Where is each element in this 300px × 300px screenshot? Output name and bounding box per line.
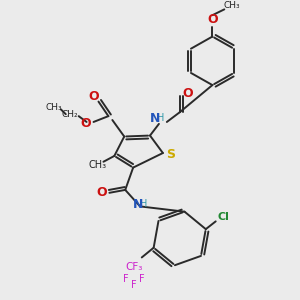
Text: F: F xyxy=(131,280,137,290)
Text: N: N xyxy=(133,198,143,211)
Text: O: O xyxy=(182,87,193,100)
Text: CF₃: CF₃ xyxy=(125,262,142,272)
Text: O: O xyxy=(80,117,91,130)
Text: Cl: Cl xyxy=(218,212,230,221)
Text: F: F xyxy=(123,274,129,284)
Text: CH₃: CH₃ xyxy=(46,103,62,112)
Text: O: O xyxy=(207,13,218,26)
Text: N: N xyxy=(150,112,160,124)
Text: F: F xyxy=(139,274,145,284)
Text: CH₃: CH₃ xyxy=(88,160,106,170)
Text: CH₃: CH₃ xyxy=(224,1,241,10)
Text: S: S xyxy=(166,148,175,161)
Text: O: O xyxy=(96,186,107,199)
Text: CH₂: CH₂ xyxy=(61,110,78,119)
Text: O: O xyxy=(88,90,99,103)
Text: H: H xyxy=(157,113,165,123)
Text: H: H xyxy=(140,200,148,209)
